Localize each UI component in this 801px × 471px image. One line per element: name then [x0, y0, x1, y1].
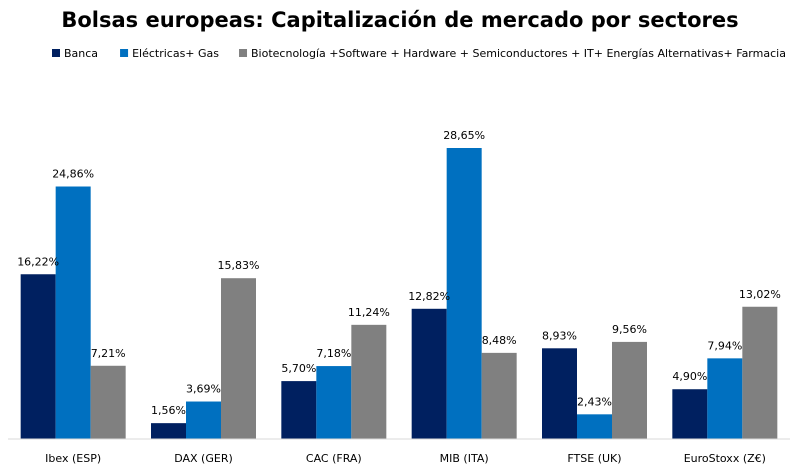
x-tick-label: Ibex (ESP) — [45, 452, 101, 465]
data-label: 28,65% — [443, 129, 485, 142]
x-tick-label: DAX (GER) — [174, 452, 233, 465]
x-tick-label: CAC (FRA) — [306, 452, 362, 465]
data-label: 7,18% — [316, 347, 351, 360]
data-label: 11,24% — [348, 306, 390, 319]
bar-series3-6 — [742, 306, 778, 439]
legend: Banca Eléctricas+ Gas Biotecnología +Softw… — [52, 47, 786, 60]
data-label: 7,21% — [91, 347, 126, 360]
x-tick-label: FTSE (UK) — [567, 452, 621, 465]
data-label: 1,56% — [151, 404, 186, 417]
x-tick-label: EuroStoxx (Z€) — [684, 452, 766, 465]
bar-series1-6 — [672, 389, 708, 439]
legend-label-2: Eléctricas+ Gas — [132, 47, 219, 60]
bar-series1-2 — [151, 423, 186, 439]
bar-series2-3 — [316, 366, 352, 439]
data-label: 16,22% — [17, 255, 59, 268]
bar-series3-2 — [221, 278, 256, 439]
data-label: 7,94% — [707, 339, 742, 352]
data-labels: 16,22%24,86%7,21%1,56%3,69%15,83%5,70%7,… — [17, 129, 781, 417]
chart-title: Bolsas europeas: Capitalización de merca… — [61, 8, 738, 32]
bar-series2-4 — [446, 148, 482, 439]
bar-series2-6 — [707, 358, 743, 439]
bar-series3-4 — [481, 352, 517, 439]
x-tick-labels: Ibex (ESP) DAX (GER) CAC (FRA) MIB (ITA) FTS… — [45, 452, 766, 465]
data-label: 24,86% — [52, 168, 94, 181]
data-label: 4,90% — [672, 370, 707, 383]
data-label: 9,56% — [612, 323, 647, 336]
bar-series3-1 — [90, 365, 126, 439]
bars — [20, 148, 778, 439]
data-label: 8,48% — [482, 334, 517, 347]
bar-series1-3 — [281, 381, 317, 439]
bar-series3-5 — [612, 341, 647, 439]
legend-label-1: Banca — [64, 47, 98, 60]
data-label: 12,82% — [408, 290, 450, 303]
data-label: 5,70% — [281, 362, 316, 375]
legend-swatch-3 — [239, 49, 248, 57]
data-label: 8,93% — [542, 329, 577, 342]
legend-label-3: Biotecnología +Software + Hardware + Sem… — [251, 47, 786, 60]
bar-series1-1 — [20, 274, 56, 439]
data-label: 2,43% — [577, 395, 612, 408]
legend-swatch-2 — [120, 49, 129, 57]
bar-series1-5 — [542, 348, 577, 439]
legend-swatch-1 — [52, 49, 60, 57]
data-label: 13,02% — [739, 288, 781, 301]
data-label: 15,83% — [218, 259, 260, 272]
bar-series3-3 — [351, 324, 387, 439]
bar-series2-5 — [577, 414, 612, 439]
bar-series2-1 — [55, 186, 91, 439]
data-label: 3,69% — [186, 383, 221, 396]
x-tick-label: MIB (ITA) — [440, 452, 489, 465]
bar-series1-4 — [411, 308, 447, 439]
bar-series2-2 — [186, 401, 221, 439]
